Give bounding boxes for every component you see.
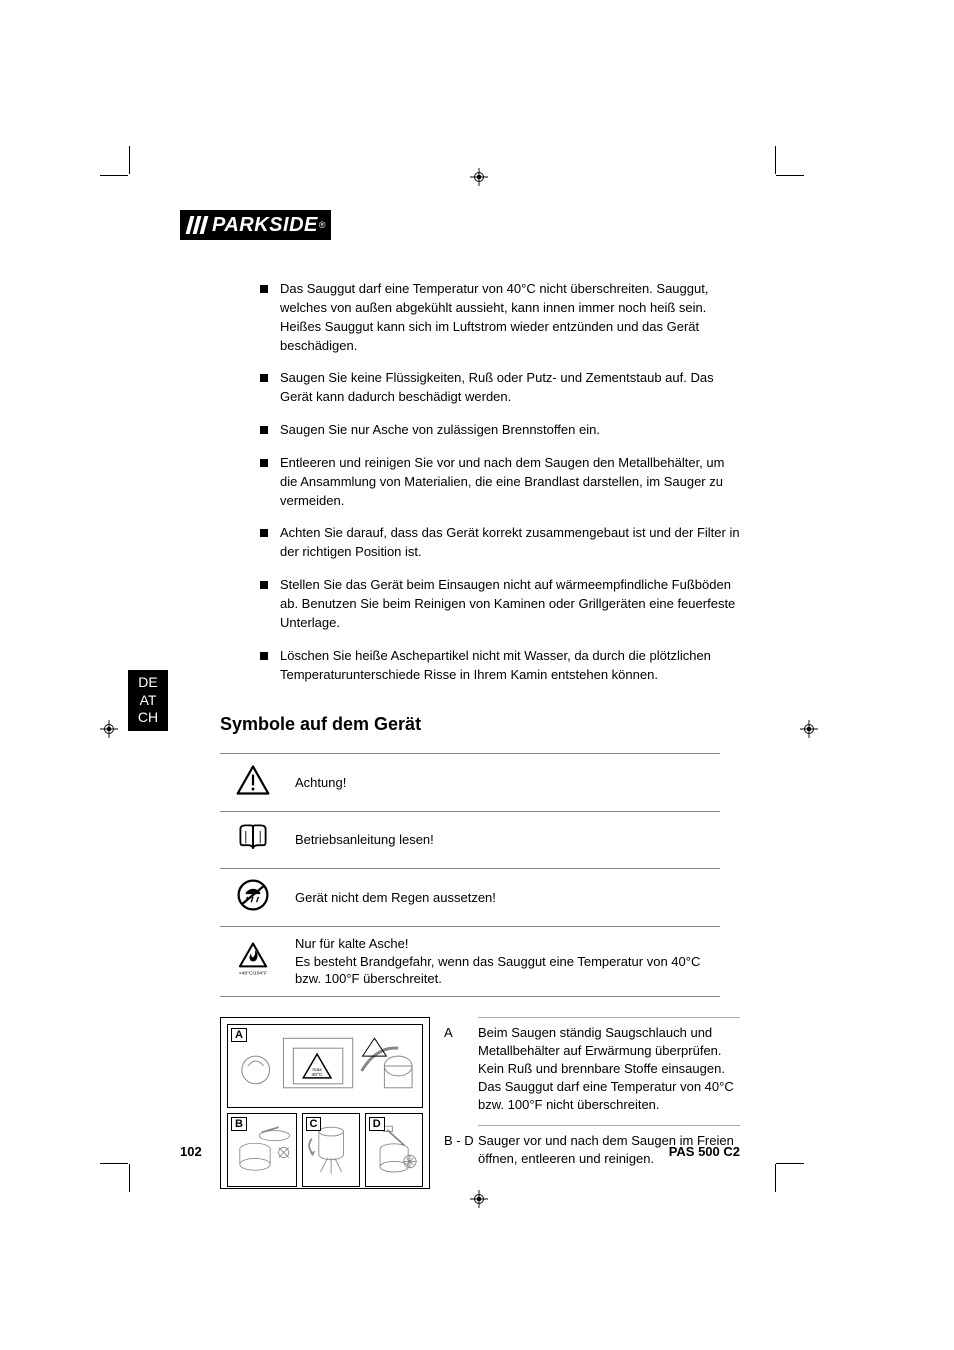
table-row: Gerät nicht dem Regen aussetzen! — [220, 869, 720, 927]
symbol-text: Achtung! — [285, 754, 720, 812]
page-number: 102 — [180, 1144, 202, 1159]
bullet-text: Saugen Sie nur Asche von zulässigen Bren… — [280, 421, 740, 440]
read-manual-icon — [220, 811, 285, 869]
bullet-icon — [260, 459, 268, 467]
symbol-text: Gerät nicht dem Regen aussetzen! — [285, 869, 720, 927]
list-item: Löschen Sie heiße Aschepartikel nicht mi… — [260, 647, 740, 685]
table-row: Betriebsanleitung lesen! — [220, 811, 720, 869]
illustration-block: A max 40°C B — [220, 1017, 740, 1189]
symbol-text: Nur für kalte Asche! Es besteht Brandgef… — [285, 926, 720, 996]
bullet-text: Stellen Sie das Gerät beim Einsaugen nic… — [280, 576, 740, 633]
list-item: Das Sauggut darf eine Temperatur von 40°… — [260, 280, 740, 355]
bullet-icon — [260, 426, 268, 434]
safety-bullet-list: Das Sauggut darf eine Temperatur von 40°… — [260, 280, 740, 684]
table-row: Achtung! — [220, 754, 720, 812]
warning-triangle-icon — [220, 754, 285, 812]
page-content: PARKSIDE® Das Sauggut darf eine Temperat… — [180, 210, 740, 1189]
model-number: PAS 500 C2 — [669, 1144, 740, 1159]
symbol-text: Betriebsanleitung lesen! — [285, 811, 720, 869]
crop-mark-icon — [776, 1163, 804, 1164]
panel-label: B — [231, 1117, 247, 1131]
list-item: Achten Sie darauf, dass das Gerät korrek… — [260, 524, 740, 562]
list-item: Entleeren und reinigen Sie vor und nach … — [260, 454, 740, 511]
bullet-text: Das Sauggut darf eine Temperatur von 40°… — [280, 280, 740, 355]
bullet-icon — [260, 529, 268, 537]
brand-stripes-icon — [186, 216, 209, 234]
registration-mark-icon — [470, 168, 488, 189]
svg-text:<40°C/104°F: <40°C/104°F — [238, 971, 266, 977]
lang-code: DE — [128, 674, 168, 692]
lang-code: CH — [128, 709, 168, 727]
page-footer: 102 PAS 500 C2 — [180, 1144, 740, 1159]
fireplace-vacuum-icon: max 40°C — [228, 1025, 422, 1107]
language-tab: DE AT CH — [128, 670, 168, 731]
section-heading: Symbole auf dem Gerät — [220, 714, 740, 735]
registered-mark-icon: ® — [319, 220, 326, 230]
bullet-icon — [260, 652, 268, 660]
registration-mark-icon — [470, 1190, 488, 1211]
legend-key: A — [444, 1017, 478, 1115]
illustration-a: A max 40°C — [227, 1024, 423, 1108]
brand-logo: PARKSIDE® — [180, 210, 331, 240]
bullet-icon — [260, 285, 268, 293]
crop-mark-icon — [129, 1164, 130, 1192]
crop-mark-icon — [776, 175, 804, 176]
legend-row: A Beim Saugen ständig Saugschlauch und M… — [444, 1017, 740, 1115]
list-item: Saugen Sie keine Flüssigkeiten, Ruß oder… — [260, 369, 740, 407]
svg-text:40°C: 40°C — [312, 1072, 323, 1078]
lang-code: AT — [128, 692, 168, 710]
symbols-table: Achtung! Betriebsanleitung lesen! Gerät … — [220, 753, 720, 996]
bullet-text: Saugen Sie keine Flüssigkeiten, Ruß oder… — [280, 369, 740, 407]
panel-label: D — [369, 1117, 385, 1131]
registration-mark-icon — [800, 720, 818, 741]
bullet-text: Löschen Sie heiße Aschepartikel nicht mi… — [280, 647, 740, 685]
brand-name: PARKSIDE — [212, 214, 318, 237]
crop-mark-icon — [775, 146, 776, 174]
bullet-text: Entleeren und reinigen Sie vor und nach … — [280, 454, 740, 511]
registration-mark-icon — [100, 720, 118, 741]
panel-label: A — [231, 1028, 247, 1042]
legend-text: Beim Saugen ständig Saugschlauch und Met… — [478, 1017, 740, 1115]
crop-mark-icon — [129, 146, 130, 174]
table-row: <40°C/104°F Nur für kalte Asche! Es best… — [220, 926, 720, 996]
crop-mark-icon — [775, 1164, 776, 1192]
bullet-icon — [260, 374, 268, 382]
bullet-text: Achten Sie darauf, dass das Gerät korrek… — [280, 524, 740, 562]
crop-mark-icon — [100, 175, 128, 176]
panel-label: C — [306, 1117, 322, 1131]
list-item: Saugen Sie nur Asche von zulässigen Bren… — [260, 421, 740, 440]
crop-mark-icon — [100, 1163, 128, 1164]
no-rain-icon — [220, 869, 285, 927]
cold-ash-warning-icon: <40°C/104°F — [220, 926, 285, 996]
list-item: Stellen Sie das Gerät beim Einsaugen nic… — [260, 576, 740, 633]
illustration-legend: A Beim Saugen ständig Saugschlauch und M… — [444, 1017, 740, 1189]
bullet-icon — [260, 581, 268, 589]
illustration-panel: A max 40°C B — [220, 1017, 430, 1189]
